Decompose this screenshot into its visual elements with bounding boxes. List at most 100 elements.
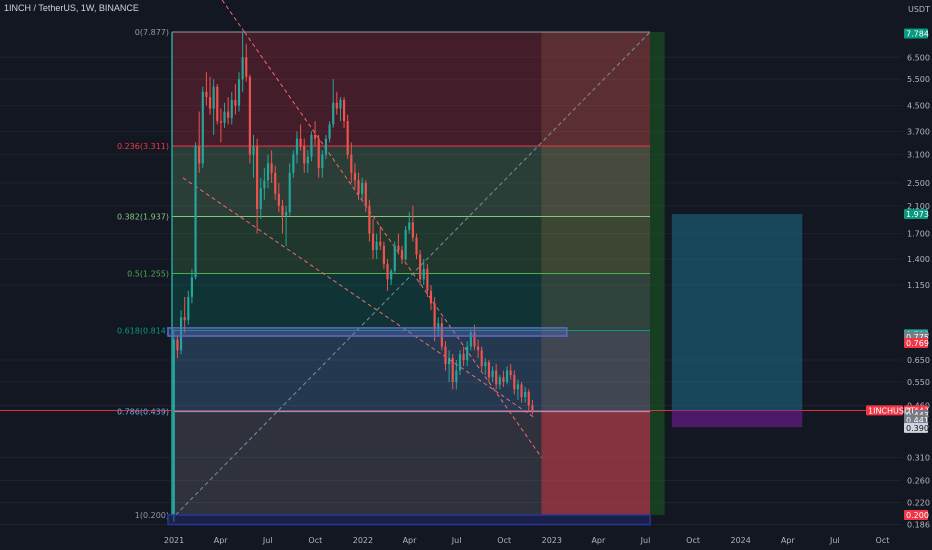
candle-body — [509, 370, 512, 376]
trend-lines[interactable] — [175, 0, 651, 516]
price-axis-tick: 2.100 — [907, 202, 930, 211]
time-axis-tick: Apr — [781, 536, 796, 545]
candle-body — [285, 212, 288, 216]
candle-body — [386, 263, 389, 280]
candle-body — [187, 296, 190, 321]
candle-body — [346, 121, 349, 155]
candle-body — [437, 323, 440, 330]
price-axis-tick: 0.186 — [907, 521, 930, 530]
fib-zone — [172, 411, 651, 515]
candle-body — [176, 339, 179, 351]
candle-body — [382, 245, 385, 264]
candle-body — [368, 205, 371, 234]
fib-zone — [172, 32, 651, 146]
symbol-name[interactable]: 1INCH / TetherUS — [4, 3, 76, 13]
overlay-shapes[interactable] — [167, 214, 803, 526]
candle-body — [379, 241, 382, 246]
candle-body — [288, 172, 291, 213]
candle-body — [429, 290, 433, 304]
candle-body — [212, 86, 215, 109]
price-axis-tick: 2.500 — [907, 179, 930, 188]
candle-body — [223, 111, 226, 123]
long-position-profit-zone[interactable] — [671, 214, 803, 411]
time-axis-tick: Oct — [497, 536, 511, 545]
candle-body — [306, 156, 309, 164]
candle-body — [310, 134, 313, 157]
header-separator: , — [75, 3, 81, 13]
price-tag-text: 1.973 — [906, 210, 929, 219]
candle-body — [502, 377, 505, 382]
candle-body — [484, 362, 487, 367]
highlight-rectangle[interactable] — [167, 327, 568, 337]
candle-body — [295, 138, 299, 155]
candle-body — [263, 180, 266, 189]
price-tag-text: 0.200 — [906, 511, 929, 520]
candle-body — [256, 146, 259, 209]
candle-body — [426, 268, 429, 291]
candle-body — [270, 163, 273, 173]
price-axis-tick: 6.500 — [907, 53, 930, 62]
trend-line[interactable] — [244, 31, 542, 458]
candle-body — [205, 91, 208, 98]
candle-body — [259, 188, 262, 209]
fib-zone — [172, 330, 651, 412]
candle-body — [183, 317, 186, 321]
interval-label[interactable]: 1W — [80, 3, 94, 13]
trend-line[interactable] — [175, 31, 651, 516]
price-axis-tick: 1.700 — [907, 230, 930, 239]
time-axis-tick: 2022 — [353, 536, 373, 545]
candle-body — [266, 163, 270, 181]
candle-body — [357, 180, 360, 194]
candle-body — [230, 99, 233, 118]
highlight-rectangle[interactable] — [167, 514, 651, 526]
time-axis-tick: Jul — [829, 536, 840, 545]
projection-zone — [541, 32, 651, 412]
price-axis-tick: 0.260 — [907, 477, 930, 486]
candle-body — [208, 97, 212, 109]
candle-body — [491, 370, 494, 378]
candle-body — [495, 370, 498, 385]
candle-body — [219, 121, 222, 123]
price-tag-text: 0.441 — [906, 416, 929, 425]
fib-level-label: 0(7.877) — [135, 28, 169, 37]
price-axis-tick: 3.100 — [907, 151, 930, 160]
candle-body — [179, 317, 183, 351]
candle-body — [324, 138, 328, 155]
candle-body — [419, 254, 422, 280]
long-position-loss-zone[interactable] — [671, 410, 803, 428]
candle-body — [473, 332, 476, 347]
time-axis-tick: 2024 — [731, 536, 751, 545]
fib-level-label: 1(0.200) — [135, 511, 169, 520]
fib-level-label: 0.382(1.937) — [117, 212, 169, 221]
candle-body — [444, 346, 447, 365]
fib-level-label: 0.786(0.439) — [117, 408, 169, 417]
candle-body — [234, 99, 237, 106]
candle-body — [292, 154, 295, 173]
green-strip — [650, 32, 665, 515]
candle-body — [281, 205, 284, 216]
fib-level-label: 0.618(0.814) — [117, 326, 169, 335]
price-tag-bg — [904, 209, 928, 220]
time-axis-tick: Apr — [591, 536, 606, 545]
trend-line[interactable] — [182, 177, 535, 418]
candle-body — [462, 354, 465, 361]
red-zone — [541, 410, 651, 515]
candle-body — [440, 323, 443, 347]
fib-zone — [172, 273, 651, 331]
candle-body — [433, 303, 436, 330]
candle-body — [353, 172, 357, 181]
candle-body — [299, 138, 302, 147]
time-axis-tick: Apr — [403, 536, 418, 545]
candle-body — [375, 241, 378, 251]
exchange-label: BINANCE — [98, 3, 139, 13]
candle-body — [422, 268, 425, 280]
fib-level-label: 0.5(1.255) — [127, 270, 169, 279]
candle-body — [487, 362, 491, 378]
price-tag-bg — [904, 337, 928, 348]
time-axis-tick: Apr — [214, 536, 229, 545]
trend-line-extension[interactable] — [221, 0, 245, 33]
candle-body — [198, 146, 201, 164]
candle-body — [527, 391, 530, 406]
price-axis-currency: USDT — [908, 5, 930, 14]
